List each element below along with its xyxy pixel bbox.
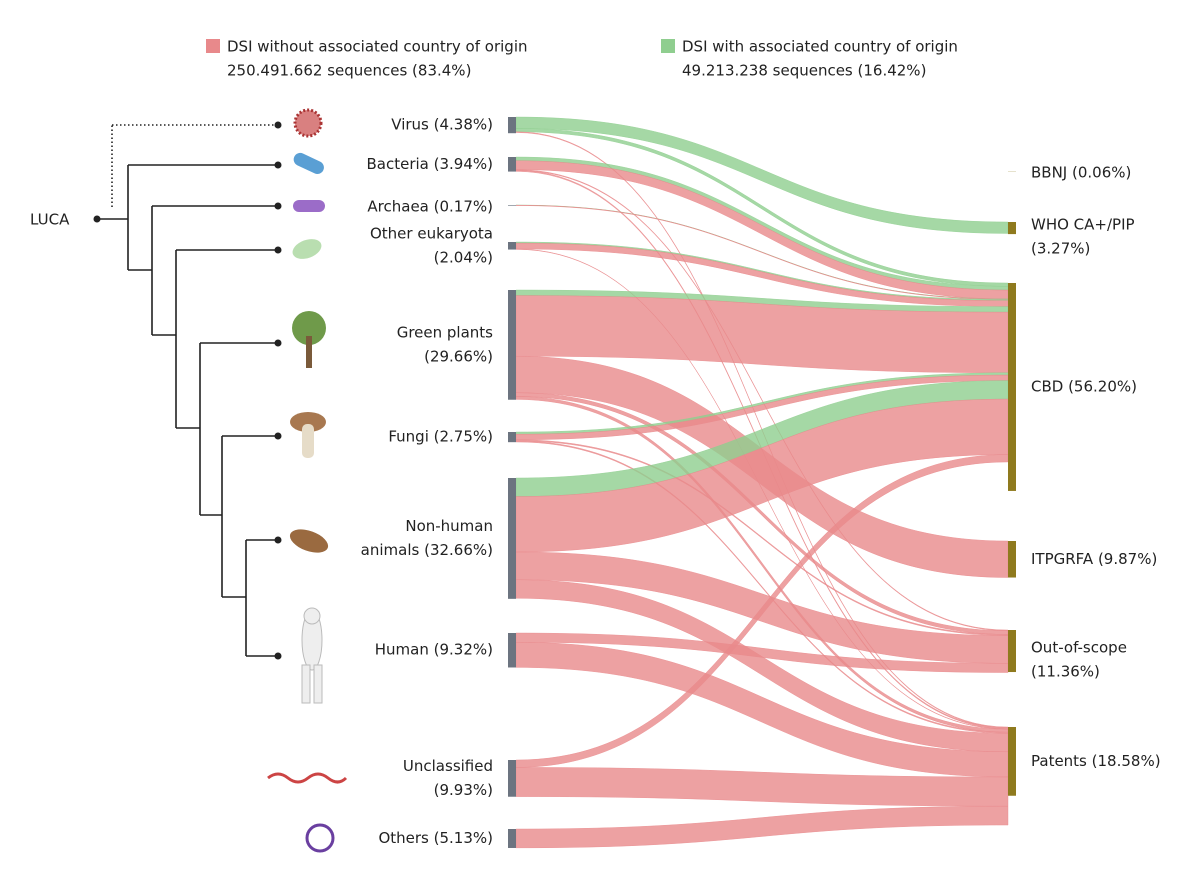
organism-icons <box>268 110 346 851</box>
node-label: Non-human <box>405 517 493 535</box>
node-label: Unclassified <box>403 757 493 775</box>
source-node <box>508 242 516 250</box>
node-label: Virus (4.38%) <box>391 116 493 134</box>
node-label: Human (9.32%) <box>375 641 493 659</box>
node-label: ITPGRFA (9.87%) <box>1031 550 1157 568</box>
source-node <box>508 829 516 848</box>
node-label: (11.36%) <box>1031 663 1100 681</box>
source-node <box>508 290 516 400</box>
source-node <box>508 633 516 667</box>
node-label: Patents (18.58%) <box>1031 752 1161 770</box>
target-node <box>1008 727 1016 796</box>
node-label: (29.66%) <box>424 347 493 365</box>
node-label: Out-of-scope <box>1031 639 1127 657</box>
legend-label: DSI with associated country of origin <box>682 38 958 56</box>
legend-label: DSI without associated country of origin <box>227 38 528 56</box>
source-node <box>508 157 516 172</box>
target-node <box>1008 630 1016 672</box>
node-label: CBD (56.20%) <box>1031 377 1137 395</box>
node-label: Green plants <box>397 323 493 341</box>
node-label: WHO CA+/PIP <box>1031 216 1135 234</box>
node-label: BBNJ (0.06%) <box>1031 164 1131 182</box>
target-node <box>1008 283 1016 491</box>
source-node <box>508 117 516 133</box>
flows <box>516 117 1008 848</box>
legend-detail: 250.491.662 sequences (83.4%) <box>227 62 471 80</box>
target-node <box>1008 541 1016 578</box>
legend-detail: 49.213.238 sequences (16.42%) <box>682 62 926 80</box>
node-label: (3.27%) <box>1031 240 1090 258</box>
legend-swatch <box>206 39 220 53</box>
flow <box>516 806 1008 848</box>
node-label: Fungi (2.75%) <box>388 428 493 446</box>
legend-swatch <box>661 39 675 53</box>
node-label: Other eukaryota <box>370 224 493 242</box>
source-node <box>508 478 516 599</box>
node-label: animals (32.66%) <box>361 541 493 559</box>
phylogenetic-tree: LUCA <box>30 122 282 660</box>
source-node <box>508 205 516 206</box>
root-label: LUCA <box>30 211 70 229</box>
node-label: Archaea (0.17%) <box>367 198 493 216</box>
node-label: (2.04%) <box>434 248 493 266</box>
source-node <box>508 760 516 797</box>
node-label: Bacteria (3.94%) <box>367 155 494 173</box>
node-label: (9.93%) <box>434 781 493 799</box>
source-node <box>508 432 516 442</box>
node-label: Others (5.13%) <box>378 829 493 847</box>
target-node <box>1008 222 1016 234</box>
